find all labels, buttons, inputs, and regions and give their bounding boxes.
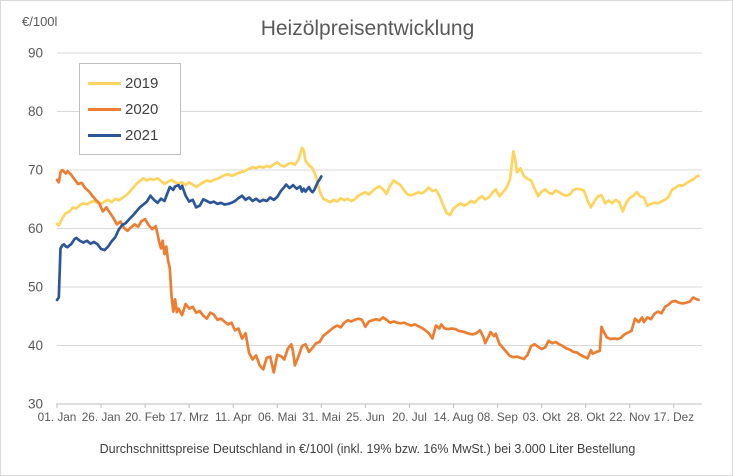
legend: 2019 2020 2021: [79, 63, 181, 155]
x-tick-label-01Jan: 01. Jan: [38, 410, 77, 424]
legend-label-2021: 2021: [125, 126, 159, 144]
chart-title: Heizölpreisentwicklung: [260, 17, 475, 40]
legend-item-2021: 2021: [88, 122, 180, 148]
y-tick-label-90: 90: [28, 46, 43, 61]
x-tick-label-08Sep: 08. Sep: [477, 410, 518, 424]
y-axis-unit-label: €/100l: [22, 14, 58, 29]
x-tick-label-28Okt: 28. Okt: [567, 410, 606, 424]
x-tick-label-17Mrz: 17. Mrz: [170, 410, 209, 424]
x-tick-label-20Jul: 20. Jul: [392, 410, 427, 424]
y-tick-label-70: 70: [28, 163, 43, 178]
y-tick-label-60: 60: [28, 221, 43, 236]
legend-label-2020: 2020: [125, 100, 159, 118]
y-tick-label-40: 40: [28, 338, 43, 353]
x-tick-label-25Jun: 25. Jun: [346, 410, 385, 424]
legend-label-2019: 2019: [125, 74, 159, 92]
y-tick-label-80: 80: [28, 104, 43, 119]
chart-footnote: Durchschnittspreise Deutschland in €/100…: [99, 442, 636, 456]
legend-item-2019: 2019: [88, 70, 180, 96]
legend-swatch-2021: [88, 133, 121, 137]
x-tick-label-17Dez: 17. Dez: [653, 410, 694, 424]
x-tick-label-03Okt: 03. Okt: [523, 410, 562, 424]
y-tick-label-50: 50: [28, 280, 43, 295]
series-line-2019: [55, 146, 700, 227]
x-tick-label-22Nov: 22. Nov: [609, 410, 650, 424]
x-tick-label-11Apr: 11. Apr: [215, 410, 252, 424]
series-line-2021: [55, 175, 323, 302]
series-line-2020: [55, 168, 700, 374]
x-tick-label-31Mai: 31. Mai: [302, 410, 341, 424]
legend-swatch-2019: [88, 81, 121, 85]
x-tick-label-14Aug: 14. Aug: [434, 410, 474, 424]
legend-item-2020: 2020: [88, 96, 180, 122]
y-tick-label-30: 30: [28, 397, 43, 412]
x-tick-label-06Mai: 06. Mai: [258, 410, 297, 424]
x-tick-label-20Feb: 20. Feb: [125, 410, 165, 424]
legend-swatch-2020: [88, 107, 121, 111]
x-tick-label-26Jan: 26. Jan: [82, 410, 121, 424]
